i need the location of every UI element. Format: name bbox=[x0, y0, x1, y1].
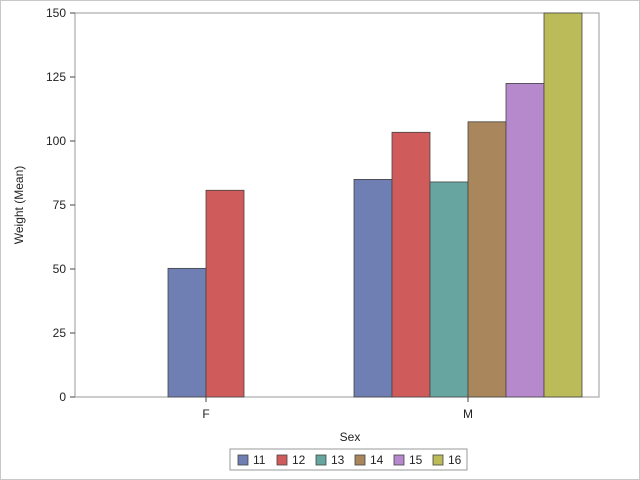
legend-swatch-12 bbox=[276, 454, 288, 466]
legend-label: 14 bbox=[370, 453, 384, 467]
bar-F-11 bbox=[167, 267, 207, 398]
legend-border bbox=[229, 448, 468, 471]
legend-swatch-15 bbox=[393, 454, 405, 466]
y-axis-title: Weight (Mean) bbox=[12, 166, 26, 244]
bar-M-12 bbox=[391, 131, 431, 398]
y-tick-label: 125 bbox=[46, 70, 66, 84]
legend-swatch-16 bbox=[432, 454, 444, 466]
y-axis: 0 25 50 75 100 125 150 bbox=[46, 6, 75, 404]
y-tick-label: 75 bbox=[53, 198, 67, 212]
legend-label: 15 bbox=[409, 453, 423, 467]
legend-swatch-14 bbox=[354, 454, 366, 466]
x-axis-title: Sex bbox=[340, 430, 361, 444]
y-tick-label: 0 bbox=[59, 390, 66, 404]
bar-M-16 bbox=[543, 12, 583, 398]
bar-M-11 bbox=[353, 178, 393, 398]
y-tick-label: 100 bbox=[46, 134, 66, 148]
legend-label: 13 bbox=[331, 453, 345, 467]
y-tick-label: 150 bbox=[46, 6, 66, 20]
bar-M-14 bbox=[467, 121, 507, 398]
legend-label: 11 bbox=[253, 453, 266, 467]
y-tick-label: 25 bbox=[53, 326, 67, 340]
bar-M-15 bbox=[505, 83, 545, 398]
legend-label: 12 bbox=[292, 453, 306, 467]
bar-F-12 bbox=[205, 189, 245, 398]
x-tick-label: F bbox=[202, 407, 209, 421]
y-tick-label: 50 bbox=[53, 262, 67, 276]
bar-M-13 bbox=[429, 181, 469, 398]
legend-swatch-13 bbox=[315, 454, 327, 466]
legend-swatch-11 bbox=[237, 454, 249, 466]
legend: 11 12 13 14 15 16 bbox=[229, 448, 468, 471]
legend-label: 16 bbox=[448, 453, 462, 467]
x-tick-label: M bbox=[463, 407, 473, 421]
bars-group bbox=[167, 12, 583, 398]
